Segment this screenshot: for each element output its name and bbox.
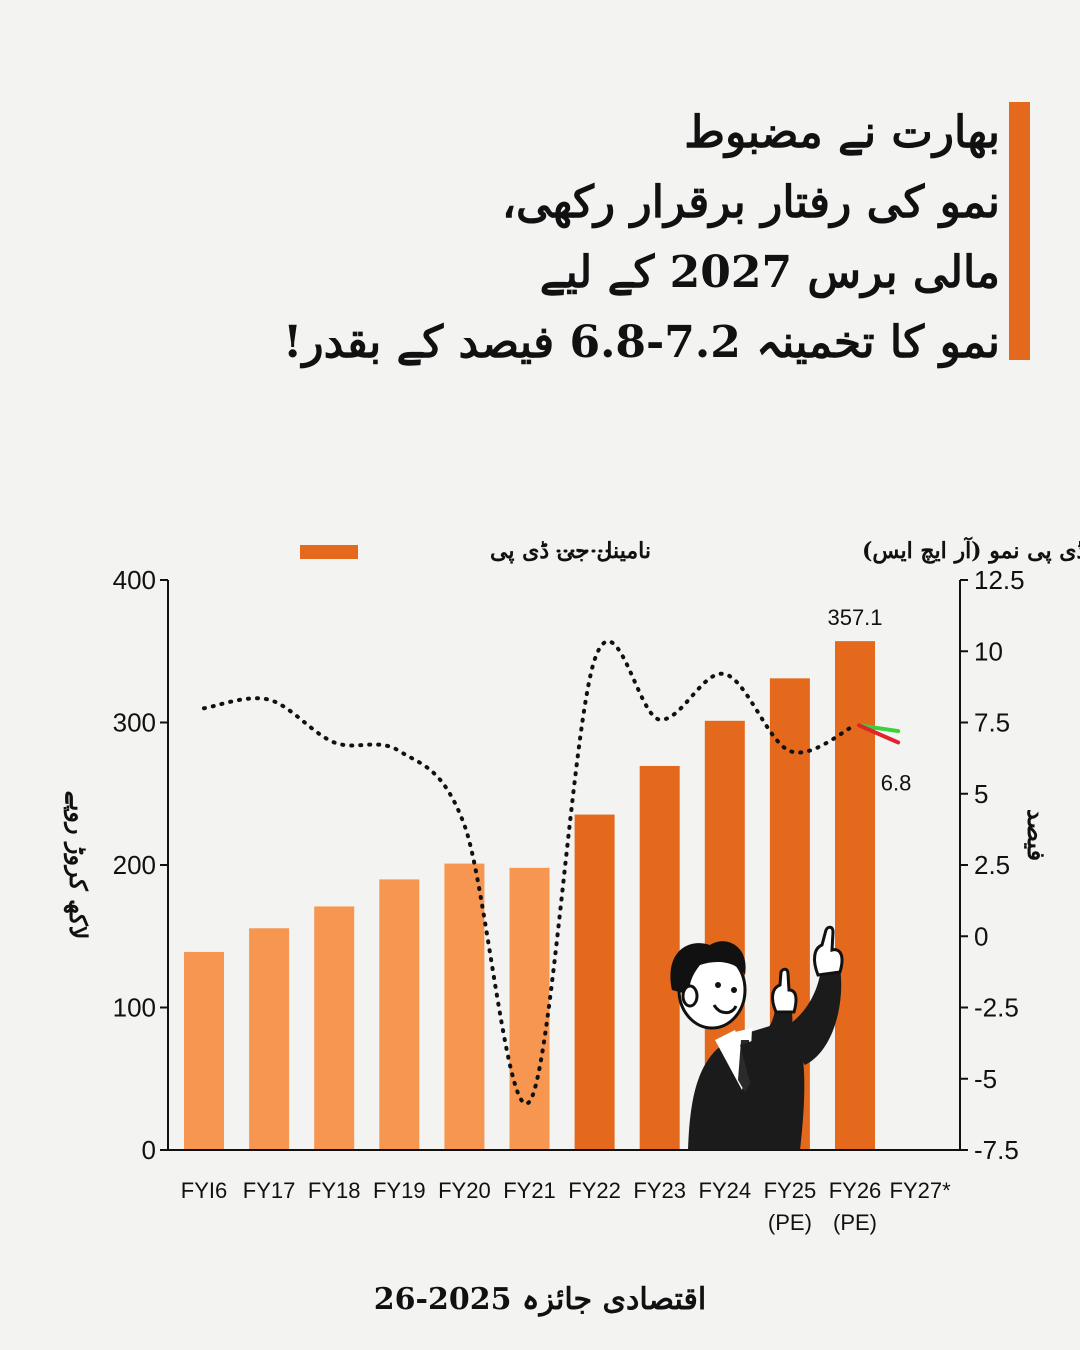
x-tick-label: FY18 bbox=[308, 1178, 361, 1203]
man-pointing-up-icon bbox=[670, 925, 844, 1150]
x-tick-sublabel: (PE) bbox=[768, 1210, 812, 1235]
legend: نامینل جی ڈی پی ریئل جی ڈی پی نمو (آر ایچ… bbox=[300, 536, 1080, 565]
x-tick-label: FY26 bbox=[829, 1178, 882, 1203]
y2-tick-label: -2.5 bbox=[974, 993, 1019, 1023]
source-note: اقتصادی جائزہ 2025-26 bbox=[373, 1282, 707, 1317]
y2-tick-label: -5 bbox=[974, 1064, 997, 1094]
x-tick-sublabel: (PE) bbox=[833, 1210, 877, 1235]
legend-swatch-bar bbox=[300, 545, 358, 559]
headline: بھارت نے مضبوط نمو کی رفتار برقرار رکھی،… bbox=[283, 98, 1000, 378]
real-gdp-growth-path bbox=[202, 639, 857, 1106]
real-gdp-growth-line bbox=[202, 639, 901, 1106]
bar bbox=[249, 928, 290, 1150]
data-labels: 357.1 6.8 bbox=[827, 605, 911, 795]
x-tick-label: FY17 bbox=[243, 1178, 296, 1203]
y2-tick-label: -7.5 bbox=[974, 1135, 1019, 1165]
x-tick-label: FY25 bbox=[764, 1178, 817, 1203]
x-tick-label: FY21 bbox=[503, 1178, 556, 1203]
y2-tick-label: 12.5 bbox=[974, 565, 1025, 595]
y2-tick-label: 5 bbox=[974, 779, 988, 809]
x-tick-label: FYI6 bbox=[181, 1178, 227, 1203]
bar bbox=[509, 867, 550, 1150]
legend-label-line: ریئل جی ڈی پی نمو (آر ایچ ایس) bbox=[862, 536, 1080, 565]
y-axis-title: لاکھ کروڑ روپے bbox=[63, 791, 93, 940]
y-tick-label: 0 bbox=[142, 1135, 156, 1165]
x-tick-label: FY19 bbox=[373, 1178, 426, 1203]
projection-value-label: 6.8 bbox=[881, 770, 912, 795]
x-tick-label: FY24 bbox=[699, 1178, 752, 1203]
headline-line: نمو کا تخمینہ 7.2-6.8 فیصد کے بقدر! bbox=[283, 317, 1000, 368]
bar bbox=[835, 641, 875, 1150]
axes: 0 100 200 300 400 -7.5 -5 -2.5 0 2.5 5 7.5 10 12.5 FYI… bbox=[63, 565, 1051, 1235]
y-tick-label: 300 bbox=[113, 708, 156, 738]
headline-line: مالی برس 2027 کے لیے bbox=[539, 247, 1000, 298]
projection-low-line bbox=[857, 723, 901, 745]
bar bbox=[639, 765, 680, 1150]
y-tick-label: 100 bbox=[113, 993, 156, 1023]
y-tick-label: 400 bbox=[113, 565, 156, 595]
bars bbox=[184, 641, 875, 1150]
y2-tick-label: 10 bbox=[974, 636, 1003, 666]
x-tick-label: FY20 bbox=[438, 1178, 491, 1203]
bar bbox=[379, 879, 420, 1150]
bar bbox=[184, 951, 224, 1150]
bar bbox=[444, 863, 485, 1150]
y2-tick-label: 7.5 bbox=[974, 708, 1010, 738]
x-tick-label: FY23 bbox=[633, 1178, 686, 1203]
x-tick-label: FY27* bbox=[890, 1178, 952, 1203]
headline-line: نمو کی رفتار برقرار رکھی، bbox=[501, 177, 1000, 228]
y2-tick-label: 0 bbox=[974, 921, 988, 951]
y-tick-label: 200 bbox=[113, 850, 156, 880]
bar bbox=[574, 814, 615, 1150]
bar-value-label: 357.1 bbox=[827, 605, 882, 630]
headline-accent-bar bbox=[1009, 102, 1030, 360]
legend-label-bar: نامینل جی ڈی پی bbox=[490, 538, 651, 565]
headline-line: بھارت نے مضبوط bbox=[684, 107, 1000, 158]
y2-axis-title: فیصد bbox=[1022, 809, 1051, 861]
bar bbox=[314, 906, 355, 1150]
x-tick-label: FY22 bbox=[568, 1178, 621, 1203]
y2-tick-label: 2.5 bbox=[974, 850, 1010, 880]
